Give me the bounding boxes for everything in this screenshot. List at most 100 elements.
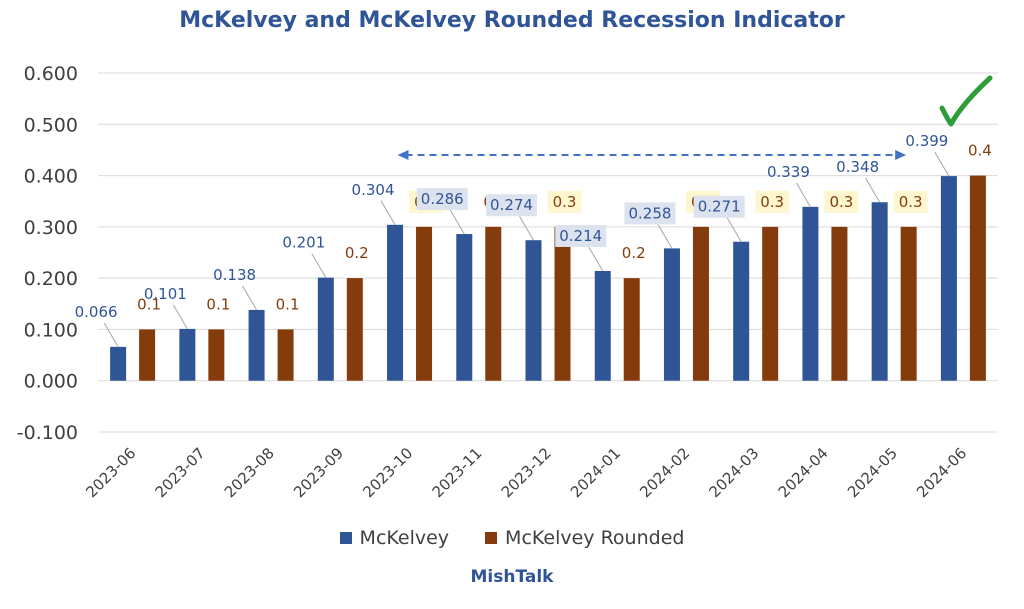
data-label-mckelvey-bg [693,195,745,218]
x-tick-label: 2024-02 [636,444,693,501]
bar-rounded [554,226,571,381]
x-tick-label: 2023-08 [221,444,278,501]
x-tick-label: 2023-10 [359,444,416,501]
legend-swatch-rounded [485,532,498,544]
data-label-mckelvey: 0.214 [559,227,602,245]
data-label-rounded-bg [824,190,859,213]
y-tick-label: 0.400 [24,166,78,188]
data-label-rounded-bg [755,190,790,213]
x-tick-label: 2023-07 [152,444,209,501]
data-label-mckelvey: 0.274 [490,196,533,214]
legend-label-rounded: McKelvey Rounded [505,527,685,549]
leader-line [795,182,811,208]
data-label-mckelvey: 0.286 [421,190,464,208]
legend-item-mckelvey: McKelvey [339,527,450,549]
data-label-mckelvey: 0.339 [767,163,810,181]
data-label-rounded: 0.2 [345,244,369,262]
leader-line [103,322,119,348]
data-label-mckelvey: 0.066 [75,303,118,321]
bar-mckelvey [802,206,819,381]
data-label-rounded: 0.2 [622,244,646,262]
x-tick-label: 2024-04 [775,444,832,501]
bar-rounded [969,175,986,381]
arrow-head-right [895,150,907,161]
bar-mckelvey [940,176,957,381]
x-tick-label: 2024-01 [567,444,624,501]
bar-mckelvey [594,270,611,381]
data-label-mckelvey: 0.201 [282,234,325,252]
leader-line [380,200,396,226]
bar-mckelvey [317,277,334,381]
source-label: MishTalk [470,567,554,587]
y-tick-label: 0.100 [24,319,78,341]
y-tick-label: 0.000 [24,371,78,393]
data-label-rounded: 0.3 [899,193,923,211]
leader-line [311,253,327,278]
legend-label-mckelvey: McKelvey [359,527,450,549]
x-tick-label: 2024-06 [913,444,970,501]
bar-rounded [416,226,433,381]
data-label-rounded: 0.3 [829,193,853,211]
data-label-mckelvey: 0.271 [698,198,741,216]
bar-rounded [900,226,917,381]
bar-mckelvey [871,202,888,381]
legend-swatch-mckelvey [339,532,352,544]
y-tick-label: 0.200 [24,268,78,290]
bar-rounded [139,329,156,381]
leader-line [726,217,742,242]
data-label-mckelvey-bg [416,188,468,211]
legend: McKelvey McKelvey Rounded [0,527,1024,549]
x-tick-label: 2023-09 [290,444,347,501]
chart-title: McKelvey and McKelvey Rounded Recession … [179,8,845,33]
data-label-mckelvey: 0.304 [352,181,395,199]
x-tick-label: 2024-03 [705,444,762,501]
y-tick-label: 0.500 [24,114,78,136]
leader-line [865,177,881,203]
chart-area: -0.100 0.000 0.100 0.200 0.300 0.400 0.500 0.60… [17,63,998,501]
data-label-mckelvey: 0.138 [213,266,256,284]
x-tick-label: 2023-12 [498,444,555,501]
data-label-rounded: 0.3 [553,193,577,211]
data-label-rounded: 0.3 [760,193,784,211]
bar-rounded [485,226,502,381]
data-label-mckelvey-bg [555,224,607,247]
bar-rounded [831,226,848,381]
bar-rounded [623,278,640,381]
bar-mckelvey [387,224,404,381]
data-label-mckelvey: 0.101 [144,285,187,303]
leader-line [519,215,534,241]
legend-item-rounded: McKelvey Rounded [485,527,684,549]
bar-mckelvey [248,309,265,381]
y-tick-label: 0.300 [24,217,78,239]
data-label-mckelvey: 0.399 [905,132,948,150]
leader-line [242,285,258,311]
bar-mckelvey [733,241,750,381]
leader-line [449,209,465,235]
data-label-rounded: 0.1 [276,295,300,313]
x-tick-label: 2023-06 [82,444,139,501]
data-label-rounded: 0.1 [137,295,161,313]
bar-mckelvey [663,248,680,381]
bar-rounded [277,329,294,381]
bar-mckelvey [179,328,196,381]
x-tick-label: 2023-11 [429,444,486,501]
data-label-mckelvey: 0.258 [628,204,671,222]
leader-line [172,304,188,330]
bar-rounded [692,226,709,381]
y-tick-label: -0.100 [17,422,78,444]
bar-mckelvey [525,240,542,381]
data-label-rounded-bg [547,190,582,213]
leader-line [657,224,673,249]
leader-line [588,246,604,272]
data-label-mckelvey: 0.348 [836,158,879,176]
arrow-head-left [397,150,409,161]
data-label-mckelvey-bg [624,202,676,225]
bar-mckelvey [110,346,127,381]
y-tick-label: 0.600 [24,63,78,85]
data-label-rounded-bg [893,190,928,213]
bar-rounded [762,226,779,381]
leader-line [934,151,950,177]
checkmark-icon [939,75,993,127]
bar-rounded [346,278,363,381]
data-label-mckelvey-bg [486,194,537,217]
